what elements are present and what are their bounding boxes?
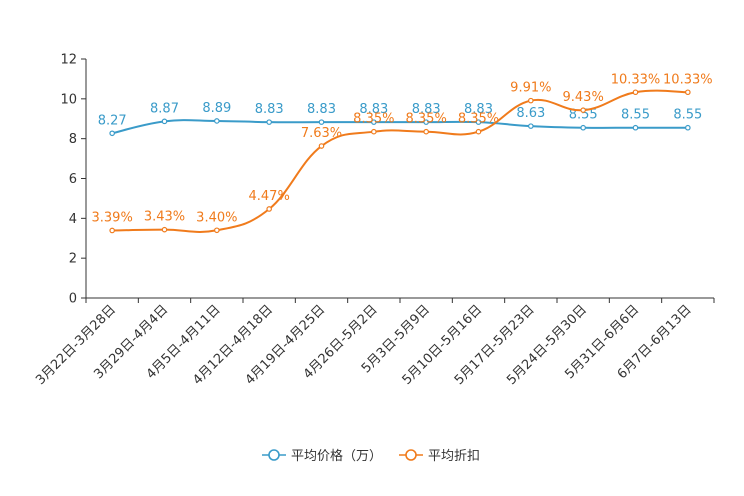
data-label: 8.83 xyxy=(307,102,336,117)
data-point xyxy=(161,118,168,125)
data-label: 10.33% xyxy=(611,72,661,87)
data-label: 3.39% xyxy=(92,210,133,225)
data-label: 9.43% xyxy=(563,90,604,105)
data-label: 8.83 xyxy=(359,102,388,117)
data-label: 9.91% xyxy=(510,81,551,96)
y-tick-label: 12 xyxy=(60,53,77,68)
data-point xyxy=(528,97,534,104)
data-label: 8.35% xyxy=(458,112,499,127)
data-label: 8.35% xyxy=(353,112,394,127)
data-label: 8.27 xyxy=(98,113,127,128)
data-point xyxy=(528,123,534,129)
data-point xyxy=(475,128,482,135)
data-point xyxy=(632,124,639,131)
data-label: 8.83 xyxy=(412,102,441,117)
data-point xyxy=(423,119,429,125)
data-point xyxy=(109,227,115,234)
data-point xyxy=(685,89,691,96)
data-point xyxy=(371,119,377,125)
data-point xyxy=(423,128,429,135)
data-point xyxy=(632,89,639,96)
data-point xyxy=(580,124,586,131)
y-tick-label: 8 xyxy=(69,132,77,147)
legend-marker xyxy=(405,449,417,461)
data-label: 7.63% xyxy=(301,126,342,141)
data-point xyxy=(318,143,325,149)
data-label: 8.35% xyxy=(406,112,447,127)
data-point xyxy=(109,130,115,137)
y-tick-label: 6 xyxy=(69,172,77,187)
data-label: 8.63 xyxy=(516,106,545,121)
data-point xyxy=(318,119,325,125)
series-line-1 xyxy=(111,119,688,135)
y-tick-label: 0 xyxy=(69,292,77,307)
data-label: 8.87 xyxy=(150,101,179,116)
data-point xyxy=(685,124,691,131)
data-point xyxy=(161,226,168,233)
data-label: 8.55 xyxy=(569,108,598,123)
data-point xyxy=(475,119,482,125)
data-label: 4.47% xyxy=(249,189,290,204)
data-label: 8.55 xyxy=(673,108,702,123)
data-label: 10.33% xyxy=(663,72,713,87)
data-point xyxy=(266,119,272,125)
data-label: 8.55 xyxy=(621,108,650,123)
y-tick-label: 10 xyxy=(60,92,77,107)
data-point xyxy=(214,118,220,124)
data-label: 8.83 xyxy=(464,102,493,117)
data-label: 3.43% xyxy=(144,210,185,225)
data-point xyxy=(371,128,377,135)
data-point xyxy=(214,227,220,234)
data-point xyxy=(580,107,586,113)
y-tick-label: 2 xyxy=(69,252,77,267)
data-label: 3.40% xyxy=(196,210,237,225)
data-point xyxy=(266,206,272,212)
legend-label: 平均折扣 xyxy=(428,449,480,464)
y-tick-label: 4 xyxy=(69,212,77,227)
legend-marker xyxy=(268,449,280,461)
legend-label: 平均价格（万） xyxy=(291,448,382,464)
data-label: 8.89 xyxy=(202,101,231,116)
data-label: 8.83 xyxy=(255,102,284,117)
